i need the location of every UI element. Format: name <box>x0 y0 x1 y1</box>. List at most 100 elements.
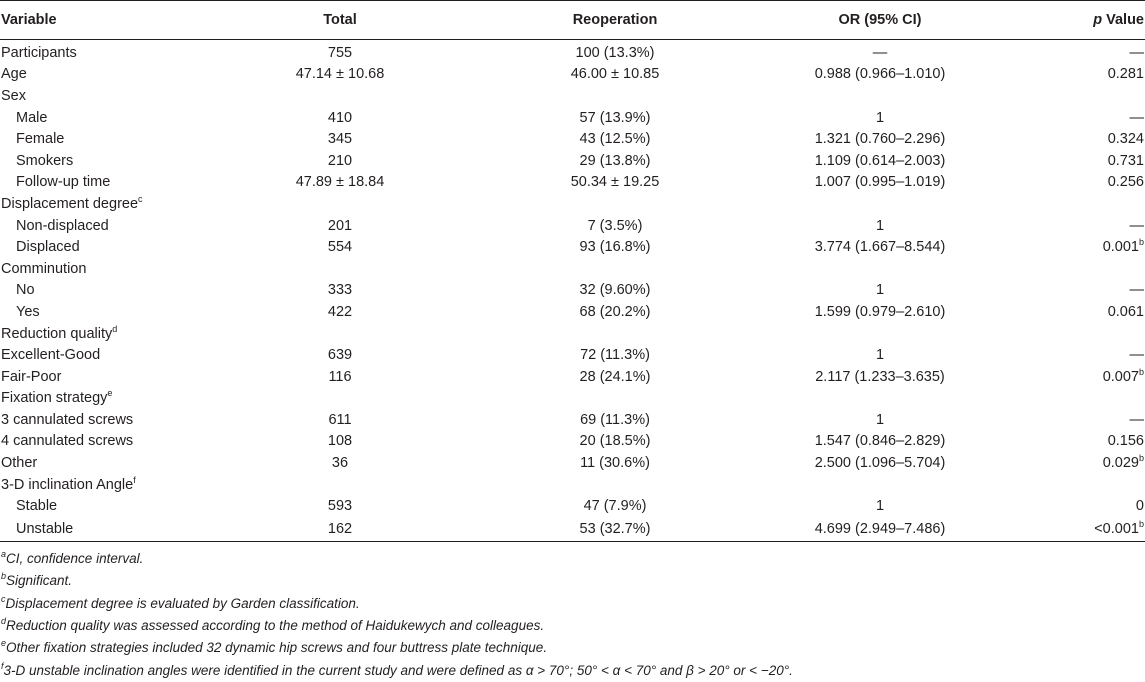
cell-or: 1 <box>875 411 885 428</box>
table-row: Excellent-Good 639 72 (11.3%) 1 — <box>0 344 1145 366</box>
footnote: aCI, confidence interval. <box>0 548 1145 570</box>
cell-or: 1 <box>875 217 885 234</box>
cell-p-value: 0.324 <box>1015 128 1145 150</box>
cell-or <box>745 323 1015 345</box>
row-label: Stable <box>0 495 195 517</box>
p-value-text: 0 <box>1135 498 1144 515</box>
cell-p-value <box>1015 388 1145 410</box>
table-row: Stable 593 47 (7.9%) 1 0 <box>0 495 1145 517</box>
p-value-text: 0.007 <box>1102 368 1139 385</box>
table-row: Other 36 11 (30.6%) 2.500 (1.096–5.704) 0.02… <box>0 452 1145 474</box>
row-label-text: Participants <box>1 44 77 61</box>
cell-p-value: — <box>1015 344 1145 366</box>
cell-reoperation: 11 (30.6%) <box>580 455 650 472</box>
row-label-text: Male <box>16 109 48 126</box>
footnote-mark: b <box>1138 453 1144 464</box>
footnote-mark: c <box>138 193 143 204</box>
row-label: 4 cannulated screws <box>0 431 195 453</box>
cell-reoperation <box>485 258 745 280</box>
cell-reoperation: 53 (32.7%) <box>485 517 745 543</box>
cell-total: 410 <box>327 109 353 126</box>
cell-p-value: 0.281 <box>1015 64 1145 86</box>
p-value-text: <0.001 <box>1094 521 1139 538</box>
p-value-text: 0.001 <box>1102 239 1139 256</box>
row-label: Sex <box>0 85 195 107</box>
row-label: Male <box>0 107 195 129</box>
cell-p-value: — <box>1015 409 1145 431</box>
row-label: Non-displaced <box>0 215 195 237</box>
cell-or: 1.109 (0.614–2.003) <box>814 152 946 169</box>
table-row: Age 47.14 ± 10.68 46.00 ± 10.85 0.988 (0.96… <box>0 64 1145 86</box>
row-label-text: No <box>16 282 35 299</box>
p-value-text: — <box>1129 411 1145 428</box>
cell-total: 47.89 ± 18.84 <box>295 174 385 191</box>
cell-or: 3.774 (1.667–8.544) <box>814 239 946 256</box>
cell-p-value <box>1015 193 1145 215</box>
table-row: Female 345 43 (12.5%) 1.321 (0.760–2.296) 0.… <box>0 128 1145 150</box>
row-label: Excellent-Good <box>0 344 195 366</box>
row-label-text: Displaced <box>16 239 80 256</box>
row-label-text: Sex <box>1 87 26 104</box>
header-p-suffix: Value <box>1102 12 1144 28</box>
cell-reoperation: 43 (12.5%) <box>579 131 651 148</box>
cell-or: 1.007 (0.995–1.019) <box>814 174 946 191</box>
table-row: Participants 755 100 (13.3%) — — <box>0 40 1145 64</box>
footnote-text: 3-D unstable inclination angles were ide… <box>3 662 793 678</box>
cell-total <box>195 388 485 410</box>
header-row: Variable Total Reoperation OR (95% CI) p… <box>0 0 1145 40</box>
row-label-text: Displacement degree <box>1 195 139 212</box>
cell-p-value <box>1015 323 1145 345</box>
p-value-text: 0.029 <box>1102 455 1139 472</box>
cell-p-value: 0.256 <box>1015 172 1145 194</box>
cell-or: 1 <box>875 109 885 126</box>
cell-reoperation: 46.00 ± 10.85 <box>570 66 660 83</box>
cell-or <box>745 258 1015 280</box>
footnote-text: Reduction quality was assessed according… <box>6 617 545 633</box>
cell-reoperation: 57 (13.9%) <box>579 109 651 126</box>
cell-or: 0.988 (0.966–1.010) <box>814 66 946 83</box>
cell-total: 108 <box>327 433 353 450</box>
cell-p-value: 0.001b <box>1015 236 1145 258</box>
row-label: 3 cannulated screws <box>0 409 195 431</box>
cell-reoperation <box>485 193 745 215</box>
cell-p-value: 0 <box>1015 495 1145 517</box>
cell-total: 639 <box>327 347 353 364</box>
row-label-text: Other <box>1 455 38 472</box>
cell-p-value: <0.001b <box>1015 517 1145 543</box>
table-row: Unstable 162 53 (32.7%) 4.699 (2.949–7.486)… <box>0 517 1145 543</box>
footnote-mark: d <box>112 323 118 334</box>
cell-or <box>745 388 1015 410</box>
cell-reoperation: 72 (11.3%) <box>580 347 650 364</box>
footnote: cDisplacement degree is evaluated by Gar… <box>0 593 1145 615</box>
table-row: 3 cannulated screws 611 69 (11.3%) 1 — <box>0 409 1145 431</box>
cell-or: 1 <box>875 347 885 364</box>
cell-total: 210 <box>327 152 353 169</box>
row-label: Female <box>0 128 195 150</box>
header-variable: Variable <box>0 0 195 40</box>
header-reoperation: Reoperation <box>485 0 745 40</box>
footnote-mark: c <box>1 593 6 604</box>
cell-total <box>195 474 485 496</box>
cell-or: 1 <box>875 282 885 299</box>
cell-total: 755 <box>327 44 353 61</box>
header-p-letter: p <box>1093 12 1103 28</box>
cell-reoperation <box>485 323 745 345</box>
cell-p-value: — <box>1015 107 1145 129</box>
results-table: Variable Total Reoperation OR (95% CI) p… <box>0 0 1145 543</box>
table-row: Displacement degreec <box>0 193 1145 215</box>
cell-reoperation <box>485 474 745 496</box>
cell-total: 345 <box>327 131 353 148</box>
cell-p-value: 0.029b <box>1015 452 1145 474</box>
cell-total: 611 <box>328 411 352 428</box>
table-row: No 333 32 (9.60%) 1 — <box>0 280 1145 302</box>
footnote-text: Other fixation strategies included 32 dy… <box>6 640 548 656</box>
p-value-text: — <box>1129 44 1145 61</box>
cell-reoperation <box>485 85 745 107</box>
row-label: Unstable <box>0 517 195 543</box>
row-label-text: Follow-up time <box>16 174 111 191</box>
table-row: Yes 422 68 (20.2%) 1.599 (0.979–2.610) 0.061 <box>0 301 1145 323</box>
cell-or: 2.117 (1.233–3.635) <box>815 368 945 385</box>
cell-total <box>195 85 485 107</box>
cell-total <box>195 323 485 345</box>
cell-reoperation: 20 (18.5%) <box>579 433 651 450</box>
